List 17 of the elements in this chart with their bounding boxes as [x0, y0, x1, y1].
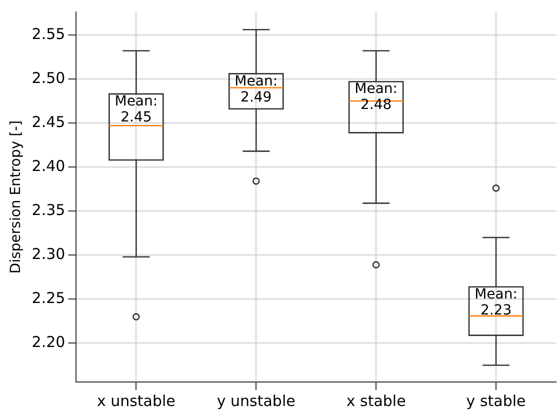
y-tick-label: 2.35	[32, 200, 66, 219]
annotation: Mean: 2.48	[354, 81, 398, 114]
annotation: Mean: 2.49	[234, 73, 278, 106]
y-tick-label: 2.55	[32, 24, 66, 43]
y-tick-label: 2.25	[32, 289, 66, 308]
x-tick-label: y unstable	[216, 392, 296, 410]
y-tick-label: 2.20	[32, 333, 66, 352]
annotation: Mean: 2.23	[474, 286, 518, 318]
y-tick-label: 2.30	[32, 245, 66, 264]
x-tick-label: x stable	[346, 392, 406, 410]
y-axis-title: Dispersion Entropy [-]	[8, 120, 24, 274]
y-tick-label: 2.45	[32, 112, 66, 131]
y-tick-label: 2.50	[32, 68, 66, 87]
annotation: Mean: 2.45	[114, 94, 158, 126]
x-tick-label: x unstable	[96, 392, 176, 410]
x-tick-label: y stable	[466, 392, 526, 410]
y-tick-label: 2.40	[32, 156, 66, 175]
